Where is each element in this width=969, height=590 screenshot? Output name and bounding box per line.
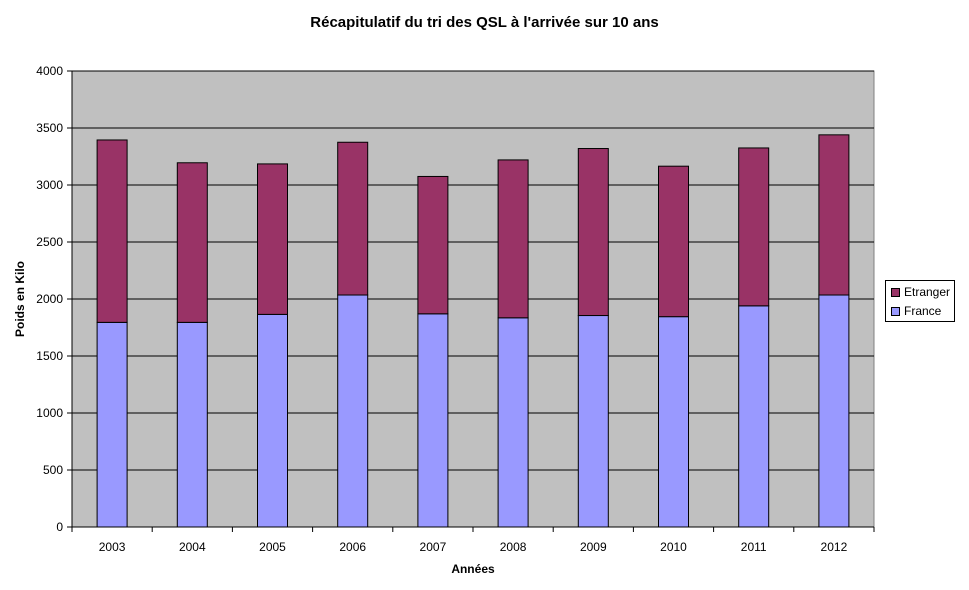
x-tick-label: 2005 (259, 540, 286, 554)
bar-etranger-2011 (738, 147, 770, 307)
bar-etranger-2008 (497, 159, 529, 319)
x-tick-label: 2003 (99, 540, 126, 554)
x-tick-label: 2012 (821, 540, 848, 554)
legend-swatch-france (891, 306, 900, 316)
y-tick-label: 500 (43, 463, 63, 477)
y-tick-label: 3000 (36, 178, 63, 192)
legend-label-etranger: Etranger (904, 285, 951, 299)
x-tick-label: 2010 (660, 540, 687, 554)
legend-label-france: France (904, 304, 942, 318)
bar-france-2006 (337, 294, 369, 528)
y-tick-label: 0 (56, 520, 63, 534)
y-tick-label: 3500 (36, 121, 63, 135)
bar-france-2010 (658, 316, 689, 528)
x-tick-label: 2007 (420, 540, 447, 554)
x-tick-label: 2011 (741, 540, 767, 554)
y-tick-label: 4000 (36, 64, 63, 78)
bar-france-2004 (176, 321, 208, 528)
legend-swatch-etranger (891, 287, 900, 297)
chart-title: Récapitulatif du tri des QSL à l'arrivée… (310, 14, 659, 31)
bar-etranger-2007 (417, 175, 449, 315)
x-tick-label: 2008 (500, 540, 527, 554)
y-tick-label: 2500 (36, 235, 63, 249)
x-axis-label: Années (451, 562, 495, 576)
legend-item-france: France (891, 304, 941, 318)
bar-france-2009 (577, 315, 609, 528)
bar-etranger-2005 (257, 163, 288, 315)
x-tick-label: 2004 (179, 540, 206, 554)
y-tick-label: 2000 (36, 292, 63, 306)
bar-etranger-2004 (176, 162, 208, 323)
y-tick-label: 1500 (36, 349, 63, 363)
legend-item-etranger: Etranger (891, 285, 950, 299)
bar-france-2011 (738, 305, 770, 528)
bar-france-2007 (417, 313, 449, 528)
bar-france-2012 (818, 294, 850, 528)
y-tick-label: 1000 (36, 406, 63, 420)
x-tick-label: 2006 (339, 540, 366, 554)
x-tick-label: 2009 (580, 540, 607, 554)
legend: Etranger France (885, 280, 955, 322)
bar-etranger-2012 (818, 134, 850, 296)
bar-france-2005 (257, 313, 288, 528)
bar-etranger-2006 (337, 141, 369, 296)
bar-etranger-2009 (577, 148, 609, 317)
bar-etranger-2010 (658, 165, 689, 318)
bar-france-2008 (497, 317, 529, 528)
bar-france-2003 (96, 321, 128, 528)
bar-etranger-2003 (96, 139, 128, 323)
